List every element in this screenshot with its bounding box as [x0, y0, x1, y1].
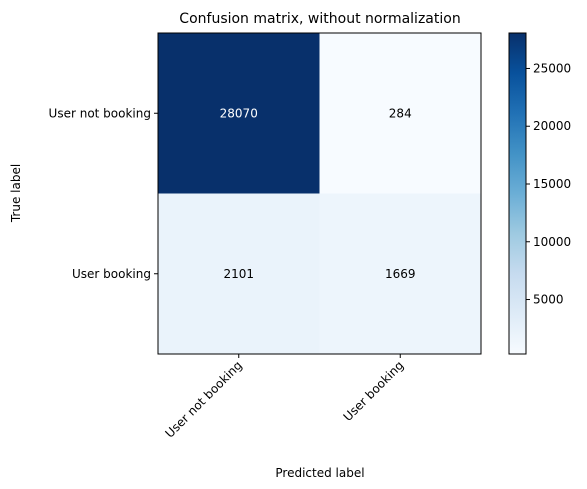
- y-tick-label: User booking: [72, 267, 151, 281]
- x-tick-label: User booking: [341, 358, 407, 424]
- colorbar-tick-label: 15000: [533, 177, 571, 191]
- colorbar-tick-label: 25000: [533, 61, 571, 75]
- matrix-cell-value: 2101: [223, 267, 254, 281]
- matrix-cell: [158, 33, 320, 194]
- matrix-cell-labels: 28070 284 2101 1669: [220, 106, 416, 281]
- matrix-cells: [158, 33, 481, 354]
- matrix-cell: [319, 33, 481, 194]
- colorbar-tick-label: 10000: [533, 235, 571, 249]
- colorbar-tick-label: 5000: [533, 293, 564, 307]
- y-tick-label: User not booking: [49, 106, 151, 120]
- matrix-cell: [319, 193, 481, 354]
- matrix-cell-value: 284: [389, 106, 412, 120]
- colorbar: [508, 32, 527, 355]
- x-axis-label: Predicted label: [275, 466, 364, 480]
- x-tick-label: User not booking: [163, 358, 245, 440]
- matrix-cell-value: 1669: [385, 267, 416, 281]
- matrix-cell-value: 28070: [220, 106, 258, 120]
- chart-title: Confusion matrix, without normalization: [179, 11, 460, 27]
- colorbar-ticks: 5000 10000 15000 20000 25000: [526, 61, 571, 307]
- y-axis-ticks: User not booking User booking: [49, 106, 158, 281]
- matrix-cell: [158, 193, 320, 354]
- colorbar-tick-label: 20000: [533, 119, 571, 133]
- plot-frame: [157, 32, 482, 355]
- x-axis-ticks: User not booking User booking: [163, 354, 407, 441]
- y-axis-label: True label: [9, 164, 23, 223]
